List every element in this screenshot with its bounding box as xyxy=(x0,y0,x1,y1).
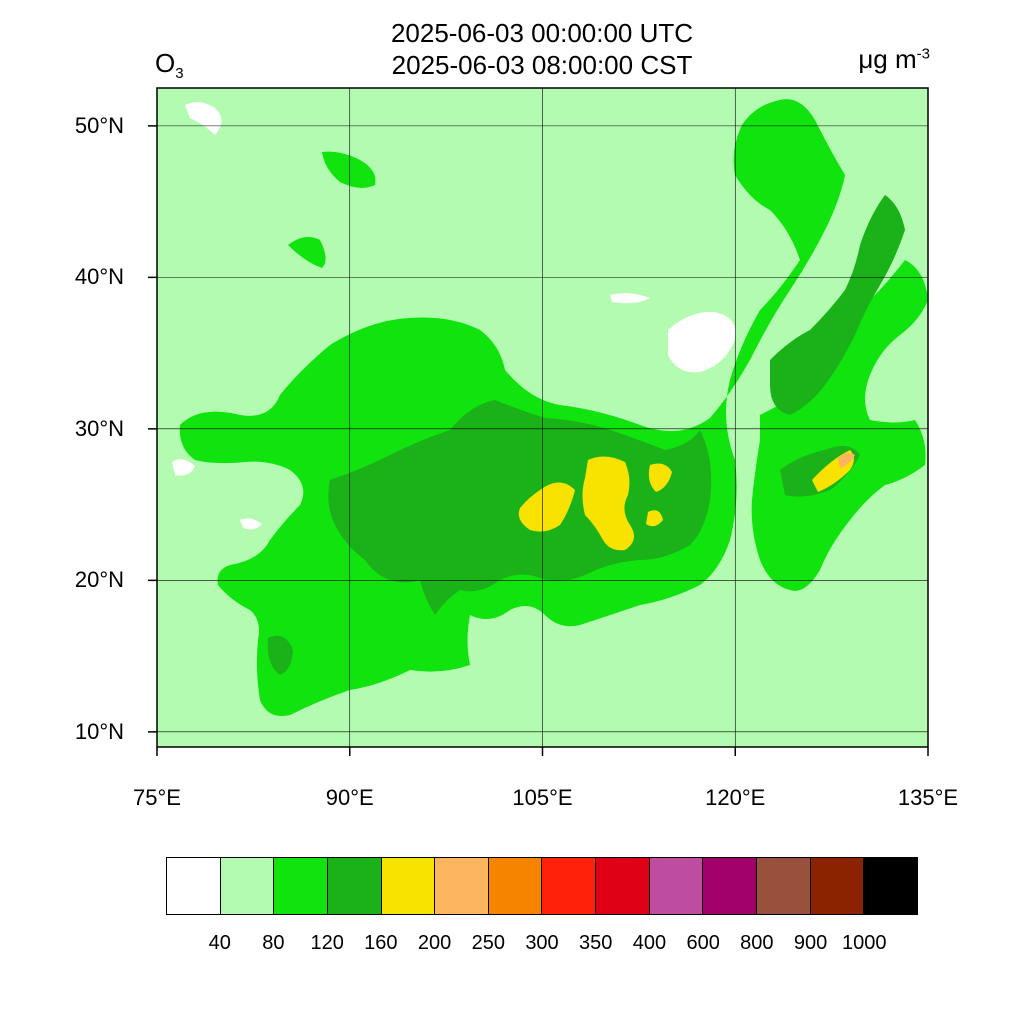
lat-tick-label: 10°N xyxy=(74,718,124,744)
colorbar-swatch xyxy=(703,858,758,914)
colorbar-swatch xyxy=(435,858,489,914)
colorbar-swatch xyxy=(757,858,811,914)
colorbar xyxy=(166,857,918,915)
unit-superscript: -3 xyxy=(916,45,930,63)
white-patch xyxy=(668,311,736,373)
level-80-120-region xyxy=(322,151,376,188)
colorbar-tick-label: 800 xyxy=(740,932,774,954)
level-120-160-region xyxy=(267,635,293,675)
colorbar-swatch xyxy=(810,858,865,914)
level-80-120-region xyxy=(288,236,326,268)
variable-name: O xyxy=(155,48,176,78)
colorbar-tick-label: 600 xyxy=(686,932,720,954)
colorbar-swatch xyxy=(488,858,543,914)
level-160-200-region xyxy=(518,482,575,532)
lon-tick-label: 75°E xyxy=(133,785,181,810)
colorbar-swatch xyxy=(274,858,328,914)
level-120-160-region xyxy=(328,400,712,615)
lat-tick-label: 50°N xyxy=(74,112,124,138)
lat-tick-label: 40°N xyxy=(74,264,124,290)
level-160-200-region xyxy=(648,463,672,492)
colorbar-tick-label: 400 xyxy=(632,932,667,954)
colorbar-tick-label: 300 xyxy=(525,932,559,954)
lon-tick-label: 120°E xyxy=(705,785,766,810)
colorbar-swatch xyxy=(864,858,917,914)
lat-tick-label: 20°N xyxy=(74,567,124,593)
colorbar-tick-label: 250 xyxy=(471,932,505,954)
level-200-250-region xyxy=(838,453,855,468)
lon-tick-label: 105°E xyxy=(512,785,573,810)
unit-label: μg m-3 xyxy=(858,44,930,75)
title-utc: 2025-06-03 00:00:00 UTC xyxy=(390,18,694,48)
colorbar-tick-label: 900 xyxy=(793,932,828,954)
level-160-200-region xyxy=(646,510,663,527)
colorbar-tick-label: 200 xyxy=(417,932,452,954)
axis-ticks xyxy=(148,125,929,756)
level-160-200-region xyxy=(582,456,634,551)
colorbar-tick-label: 350 xyxy=(579,932,613,954)
lon-tick-label: 90°E xyxy=(325,785,374,810)
variable-label: O3 xyxy=(155,48,184,82)
level-80-120-region xyxy=(751,260,928,591)
colorbar-swatch xyxy=(220,858,275,914)
colorbar-swatch xyxy=(167,858,221,914)
unit-text: μg m xyxy=(858,44,917,74)
colorbar-tick-label: 80 xyxy=(262,932,285,954)
colorbar-tick-label: 160 xyxy=(364,932,398,954)
colorbar-swatch xyxy=(542,858,597,914)
white-patch xyxy=(240,518,262,530)
variable-subscript: 3 xyxy=(175,65,184,83)
title-cst: 2025-06-03 08:00:00 CST xyxy=(391,50,693,80)
white-patch xyxy=(185,102,222,135)
colorbar-tick-label: 120 xyxy=(310,932,344,954)
white-patch xyxy=(610,293,650,304)
colorbar-tick-label: 40 xyxy=(208,932,231,954)
colorbar-swatch xyxy=(381,858,436,914)
white-patch xyxy=(172,459,195,476)
colorbar-swatch xyxy=(596,858,650,914)
lat-tick-label: 30°N xyxy=(74,415,124,441)
colorbar-swatch xyxy=(649,858,704,914)
colorbar-swatch xyxy=(327,858,382,914)
lon-tick-label: 135°E xyxy=(897,785,959,810)
level-120-160-region xyxy=(770,195,905,415)
colorbar-tick-label: 1000 xyxy=(842,932,887,954)
